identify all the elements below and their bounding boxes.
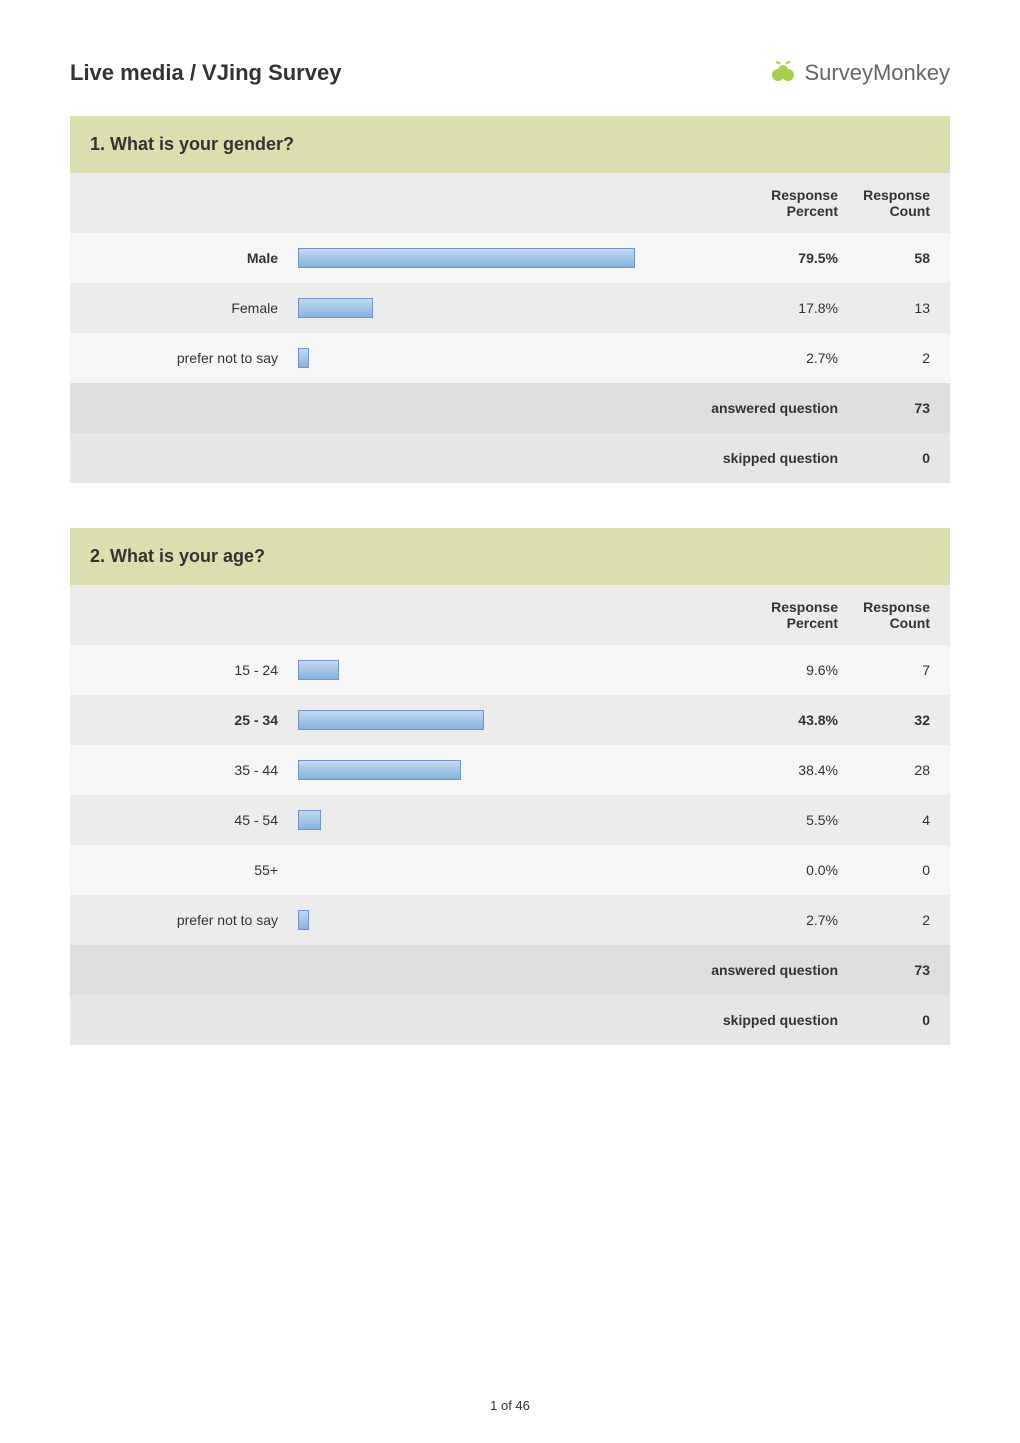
response-count: 13 [850,286,950,330]
table-row: 45 - 54 5.5%4 [70,795,950,845]
question-block: 2. What is your age? ResponsePercent Res… [70,528,950,1045]
header-response-count: ResponseCount [850,173,950,233]
surveymonkey-logo: SurveyMonkey [770,60,950,86]
response-table: ResponsePercent ResponseCount 15 - 24 9.6… [70,585,950,1045]
bar-cell [290,234,730,282]
row-label: prefer not to say [70,336,290,380]
response-count: 7 [850,648,950,692]
response-bar [298,760,461,780]
response-count: 4 [850,798,950,842]
bar-cell [290,896,730,944]
answered-row: answered question 73 [70,383,950,433]
response-percent: 38.4% [730,748,850,792]
response-count: 2 [850,336,950,380]
response-bar [298,910,309,930]
bar-cell [290,746,730,794]
bar-cell [290,334,730,382]
response-bar [298,348,309,368]
response-percent: 2.7% [730,898,850,942]
skipped-label: skipped question [70,998,850,1042]
question-title: 2. What is your age? [70,528,950,585]
question-block: 1. What is your gender? ResponsePercent … [70,116,950,483]
response-count: 28 [850,748,950,792]
bar-cell [290,646,730,694]
bar-cell [290,796,730,844]
header-response-percent: ResponsePercent [730,585,850,645]
bar-cell [290,856,730,884]
row-label: 45 - 54 [70,798,290,842]
response-table: ResponsePercent ResponseCount Male 79.5%5… [70,173,950,483]
table-header-row: ResponsePercent ResponseCount [70,173,950,233]
response-count: 2 [850,898,950,942]
response-bar [298,810,321,830]
header-response-percent: ResponsePercent [730,173,850,233]
skipped-count: 0 [850,998,950,1042]
skipped-count: 0 [850,436,950,480]
table-row: prefer not to say 2.7%2 [70,333,950,383]
answered-row: answered question 73 [70,945,950,995]
response-count: 58 [850,236,950,280]
table-row: 25 - 34 43.8%32 [70,695,950,745]
monkey-icon [770,60,796,86]
skipped-row: skipped question 0 [70,433,950,483]
table-row: prefer not to say 2.7%2 [70,895,950,945]
response-percent: 5.5% [730,798,850,842]
response-percent: 9.6% [730,648,850,692]
row-label: Female [70,286,290,330]
row-label: prefer not to say [70,898,290,942]
logo-text: SurveyMonkey [804,60,950,86]
response-bar [298,248,635,268]
answered-label: answered question [70,386,850,430]
answered-count: 73 [850,948,950,992]
response-bar [298,660,339,680]
table-row: Female 17.8%13 [70,283,950,333]
bar-cell [290,284,730,332]
response-bar [298,710,484,730]
response-bar [298,298,373,318]
header-response-count: ResponseCount [850,585,950,645]
table-row: Male 79.5%58 [70,233,950,283]
skipped-label: skipped question [70,436,850,480]
page-number: 1 of 46 [490,1398,530,1413]
table-row: 15 - 24 9.6%7 [70,645,950,695]
answered-label: answered question [70,948,850,992]
table-header-row: ResponsePercent ResponseCount [70,585,950,645]
response-percent: 43.8% [730,698,850,742]
row-label: 55+ [70,848,290,892]
row-label: Male [70,236,290,280]
response-percent: 17.8% [730,286,850,330]
answered-count: 73 [850,386,950,430]
response-percent: 79.5% [730,236,850,280]
response-count: 0 [850,848,950,892]
response-percent: 0.0% [730,848,850,892]
bar-cell [290,696,730,744]
row-label: 15 - 24 [70,648,290,692]
row-label: 35 - 44 [70,748,290,792]
table-row: 35 - 44 38.4%28 [70,745,950,795]
response-count: 32 [850,698,950,742]
skipped-row: skipped question 0 [70,995,950,1045]
response-percent: 2.7% [730,336,850,380]
row-label: 25 - 34 [70,698,290,742]
table-row: 55+ 0.0%0 [70,845,950,895]
survey-title: Live media / VJing Survey [70,60,341,86]
page-header: Live media / VJing Survey SurveyMonkey [70,60,950,86]
question-title: 1. What is your gender? [70,116,950,173]
